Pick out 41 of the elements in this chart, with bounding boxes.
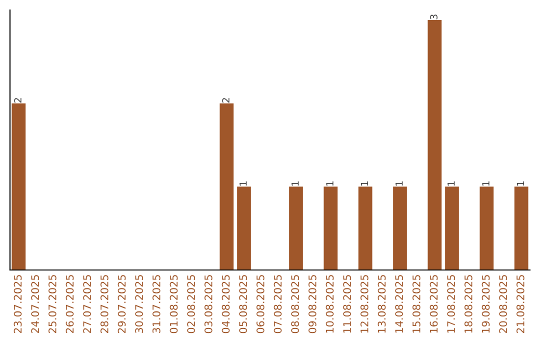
x-tick-label: 20.08.2025 (499, 275, 508, 334)
data-label: 2 (222, 98, 230, 103)
x-tick-label: 11.08.2025 (343, 275, 352, 333)
x-tick-label: 01.08.2025 (170, 275, 178, 334)
x-tick-label: 09.08.2025 (308, 275, 316, 334)
x-tick-label: 21.08.2025 (516, 275, 524, 334)
x-tick-label: 23.07.2025 (14, 275, 22, 334)
x-tick-label: 08.08.2025 (291, 275, 300, 334)
x-tick-label: 13.08.2025 (378, 275, 386, 333)
x-tick-label: 04.08.2025 (222, 275, 230, 334)
data-label: 1 (326, 181, 334, 186)
x-tick-label: 26.07.2025 (66, 275, 74, 334)
data-label: 2 (14, 98, 22, 103)
data-label: 1 (360, 181, 368, 186)
x-tick-label: 17.08.2025 (447, 275, 456, 333)
x-tick-label: 12.08.2025 (360, 275, 368, 333)
x-tick-label: 19.08.2025 (482, 275, 490, 333)
data-label: 1 (482, 181, 490, 186)
x-tick-label: 05.08.2025 (239, 275, 248, 334)
data-label: 3 (430, 14, 438, 20)
x-tick-label: 06.08.2025 (256, 275, 264, 334)
x-tick-label: 29.07.2025 (118, 275, 126, 334)
x-tick-label: 16.08.2025 (430, 275, 438, 333)
x-tick-label: 03.08.2025 (204, 275, 212, 334)
x-tick-label: 14.08.2025 (395, 275, 404, 333)
data-label: 1 (516, 181, 524, 186)
data-label: 1 (292, 181, 299, 186)
x-tick-label: 31.07.2025 (152, 275, 160, 334)
x-tick-label: 02.08.2025 (187, 275, 196, 334)
data-label: 1 (448, 181, 455, 186)
x-tick-label: 24.07.2025 (31, 275, 40, 334)
x-tick-label: 28.07.2025 (100, 275, 108, 334)
x-tick-label: 07.08.2025 (274, 275, 282, 334)
x-tick-label: 15.08.2025 (412, 275, 420, 333)
x-tick-label: 27.07.2025 (83, 275, 92, 334)
data-label: 1 (396, 181, 403, 186)
x-tick-label: 10.08.2025 (326, 275, 334, 333)
x-tick-label: 30.07.2025 (135, 275, 144, 334)
x-tick-label: 18.08.2025 (464, 275, 472, 333)
data-label: 1 (240, 181, 247, 186)
x-tick-label: 25.07.2025 (48, 275, 56, 334)
